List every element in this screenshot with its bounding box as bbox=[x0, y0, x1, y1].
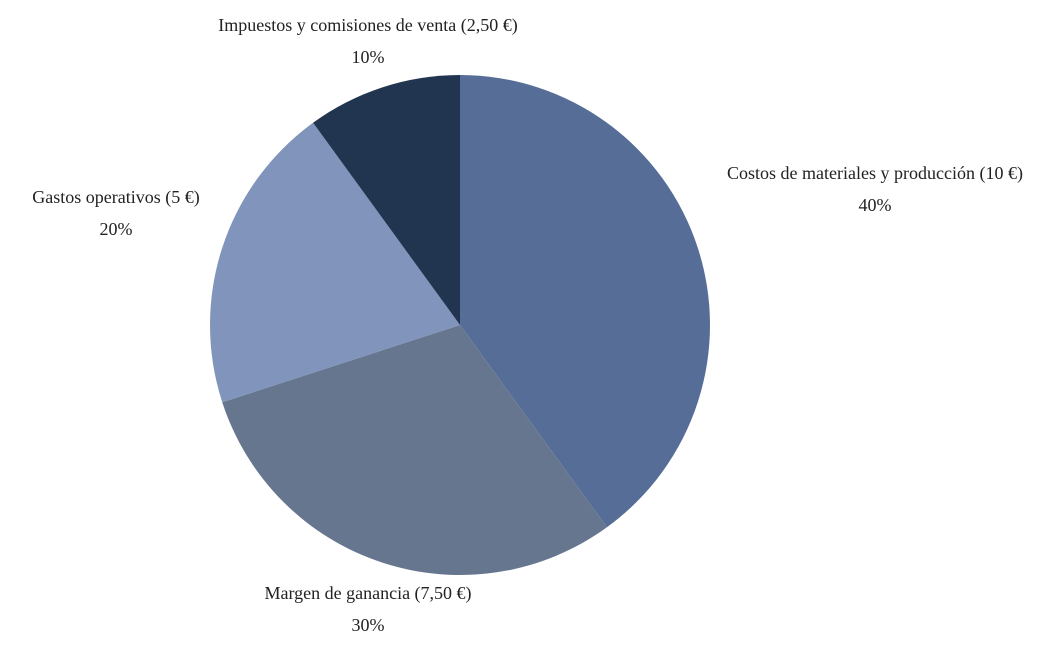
slice-label: Gastos operativos (5 €) bbox=[32, 187, 199, 208]
pie-slice bbox=[210, 122, 460, 403]
slice-value-label: 40% bbox=[859, 195, 892, 215]
slice-value-label: 10% bbox=[352, 47, 385, 67]
pie-slice bbox=[313, 75, 460, 325]
slice-label: Impuestos y comisiones de venta (2,50 €) bbox=[218, 15, 517, 36]
slice-value-label: 30% bbox=[352, 615, 385, 635]
pie-slice bbox=[222, 325, 607, 575]
slice-value-label: 20% bbox=[100, 219, 133, 239]
slice-label: Margen de ganancia (7,50 €) bbox=[264, 583, 471, 604]
slice-label: Costos de materiales y producción (10 €) bbox=[727, 163, 1023, 184]
pie-slice bbox=[460, 75, 711, 528]
